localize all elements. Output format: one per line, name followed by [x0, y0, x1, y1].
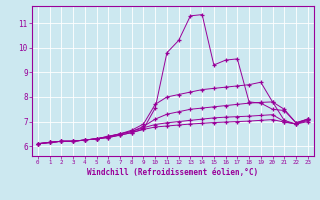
- X-axis label: Windchill (Refroidissement éolien,°C): Windchill (Refroidissement éolien,°C): [87, 168, 258, 177]
